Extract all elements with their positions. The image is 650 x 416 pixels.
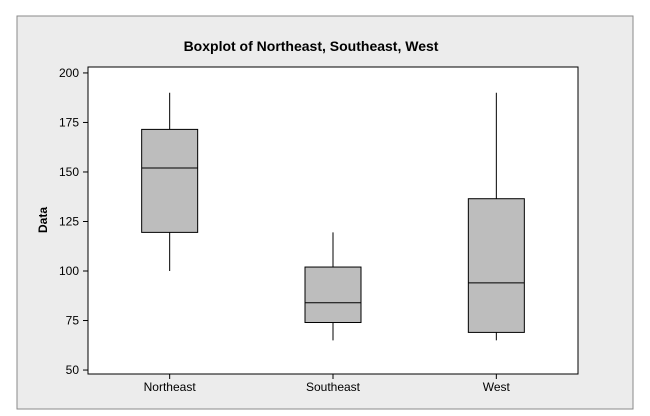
- y-tick-label-150: 150: [59, 165, 79, 179]
- chart-title: Boxplot of Northeast, Southeast, West: [184, 38, 439, 54]
- y-tick-label-175: 175: [59, 115, 79, 129]
- y-tick-label-100: 100: [59, 264, 79, 278]
- box-west: [467, 92, 525, 341]
- box-northeast: [141, 92, 199, 272]
- iqr-box-west: [467, 198, 525, 333]
- boxes: [141, 92, 525, 341]
- y-tick-label-200: 200: [59, 66, 79, 80]
- y-axis-label: Data: [36, 207, 50, 233]
- y-tick-label-75: 75: [66, 314, 80, 328]
- box-southeast: [304, 232, 362, 341]
- y-tick-label-50: 50: [66, 363, 80, 377]
- x-tick-label-northeast: Northeast: [144, 380, 197, 394]
- iqr-box-southeast: [304, 266, 362, 324]
- y-tick-label-125: 125: [59, 214, 79, 228]
- x-axis: Northeast Southeast West: [144, 374, 511, 394]
- iqr-box-northeast: [141, 128, 199, 233]
- x-tick-label-southeast: Southeast: [306, 380, 361, 394]
- x-tick-label-west: West: [483, 380, 511, 394]
- y-axis: 50 75 100 125 150 175 200: [59, 66, 88, 377]
